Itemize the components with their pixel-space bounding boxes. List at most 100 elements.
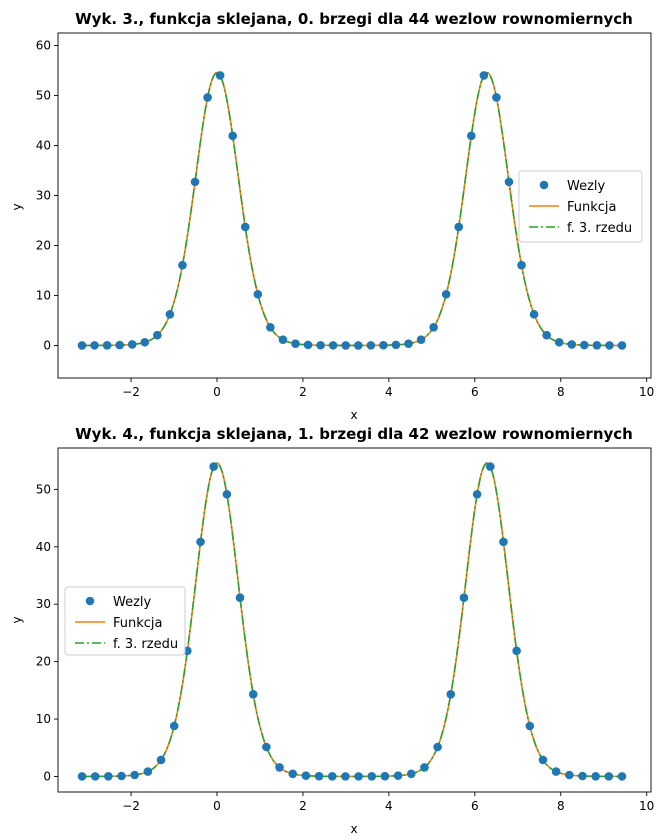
chart-2-xlabel: x bbox=[350, 822, 357, 836]
node-point bbox=[512, 646, 521, 656]
y-tick-label: 0 bbox=[43, 339, 51, 353]
node-point bbox=[291, 339, 300, 348]
node-point bbox=[90, 341, 99, 350]
x-tick-label: 10 bbox=[639, 385, 654, 399]
y-tick-label: 40 bbox=[36, 139, 51, 153]
chart-1-xlabel: x bbox=[350, 408, 357, 422]
node-point bbox=[90, 772, 100, 781]
series-lines bbox=[77, 71, 627, 350]
x-tick-label: 8 bbox=[557, 385, 565, 399]
node-point bbox=[353, 341, 363, 350]
y-tick-label: 20 bbox=[36, 655, 51, 669]
y-tick-label: 0 bbox=[43, 769, 51, 783]
x-tick-label: −2 bbox=[122, 799, 140, 813]
node-point bbox=[554, 337, 564, 347]
node-point bbox=[266, 323, 275, 332]
node-point bbox=[316, 340, 325, 350]
node-point bbox=[253, 289, 263, 299]
node-point bbox=[420, 763, 429, 772]
chart-2-legend: Wezly Funkcja f. 3. rzedu bbox=[64, 586, 186, 656]
x-tick-label: 4 bbox=[385, 385, 393, 399]
node-point bbox=[529, 310, 539, 319]
node-point bbox=[578, 771, 587, 781]
node-point bbox=[617, 772, 627, 781]
node-point bbox=[617, 341, 627, 350]
node-point bbox=[517, 260, 526, 270]
node-point bbox=[115, 340, 124, 350]
x-tick-label: 0 bbox=[213, 799, 221, 813]
node-point bbox=[565, 770, 574, 780]
node-point bbox=[117, 771, 126, 781]
node-point bbox=[341, 341, 351, 350]
node-point bbox=[215, 71, 225, 80]
y-tick-label: 50 bbox=[36, 89, 51, 103]
node-point bbox=[77, 341, 87, 350]
node-point bbox=[429, 323, 438, 332]
chart-1-legend: Wezly Funkcja f. 3. rzedu bbox=[518, 170, 643, 243]
node-point bbox=[567, 340, 577, 349]
node-point bbox=[178, 260, 187, 270]
node-point bbox=[328, 341, 338, 350]
legend-marker bbox=[539, 180, 549, 190]
node-point bbox=[406, 769, 416, 779]
x-tick-label: 2 bbox=[299, 385, 307, 399]
x-tick-label: 10 bbox=[639, 799, 654, 813]
node-point bbox=[314, 771, 324, 781]
node-point bbox=[209, 462, 218, 471]
node-point bbox=[327, 772, 337, 781]
node-point bbox=[130, 770, 139, 780]
y-tick-label: 50 bbox=[36, 482, 51, 496]
series-spline-line bbox=[82, 462, 622, 778]
x-tick-label: 6 bbox=[471, 799, 479, 813]
node-point bbox=[404, 339, 413, 348]
node-point bbox=[288, 769, 298, 779]
chart-2-title: Wyk. 4., funkcja sklejana, 1. brzegi dla… bbox=[75, 425, 633, 443]
axes-frame bbox=[57, 447, 652, 793]
node-point bbox=[196, 537, 205, 547]
node-point bbox=[504, 177, 514, 187]
node-point bbox=[380, 771, 390, 781]
node-point bbox=[441, 289, 451, 299]
chart-2: Wyk. 4., funkcja sklejana, 1. brzegi dla… bbox=[10, 425, 654, 836]
axes-frame bbox=[57, 32, 652, 379]
node-point bbox=[379, 340, 388, 350]
node-point bbox=[104, 771, 113, 781]
node-point bbox=[592, 341, 602, 350]
node-point bbox=[278, 335, 288, 345]
node-point bbox=[416, 335, 426, 345]
node-point bbox=[591, 771, 600, 781]
node-point bbox=[77, 772, 87, 781]
series-lines bbox=[77, 462, 627, 781]
node-point bbox=[301, 771, 311, 780]
node-point bbox=[275, 763, 284, 772]
node-point bbox=[542, 330, 551, 340]
node-point bbox=[190, 177, 200, 187]
node-point bbox=[153, 330, 162, 340]
node-point bbox=[472, 489, 482, 499]
x-tick-label: −2 bbox=[122, 385, 140, 399]
node-point bbox=[102, 341, 112, 350]
chart-1-plot-area: −2 0 2 4 6 8 10 0 10 20 30 40 50 60 bbox=[36, 32, 654, 399]
node-point bbox=[604, 772, 614, 781]
legend-marker bbox=[85, 596, 95, 606]
node-point bbox=[466, 131, 476, 141]
node-point bbox=[366, 341, 376, 350]
node-point bbox=[235, 593, 245, 602]
x-tick-label: 0 bbox=[213, 385, 221, 399]
legend-label: Funkcja bbox=[113, 616, 163, 631]
node-point bbox=[391, 340, 401, 350]
node-point bbox=[492, 93, 501, 102]
y-tick-label: 10 bbox=[36, 289, 51, 303]
node-point bbox=[454, 222, 464, 232]
x-tick-label: 2 bbox=[299, 799, 307, 813]
legend-box bbox=[518, 170, 643, 243]
node-point bbox=[551, 767, 561, 776]
y-tick-label: 60 bbox=[36, 39, 51, 53]
legend-label: Funkcja bbox=[567, 200, 617, 215]
node-point bbox=[393, 771, 403, 780]
series-spline-line bbox=[82, 71, 622, 347]
legend-label: Wezly bbox=[567, 179, 606, 194]
node-point bbox=[485, 462, 495, 471]
node-point bbox=[525, 721, 535, 731]
